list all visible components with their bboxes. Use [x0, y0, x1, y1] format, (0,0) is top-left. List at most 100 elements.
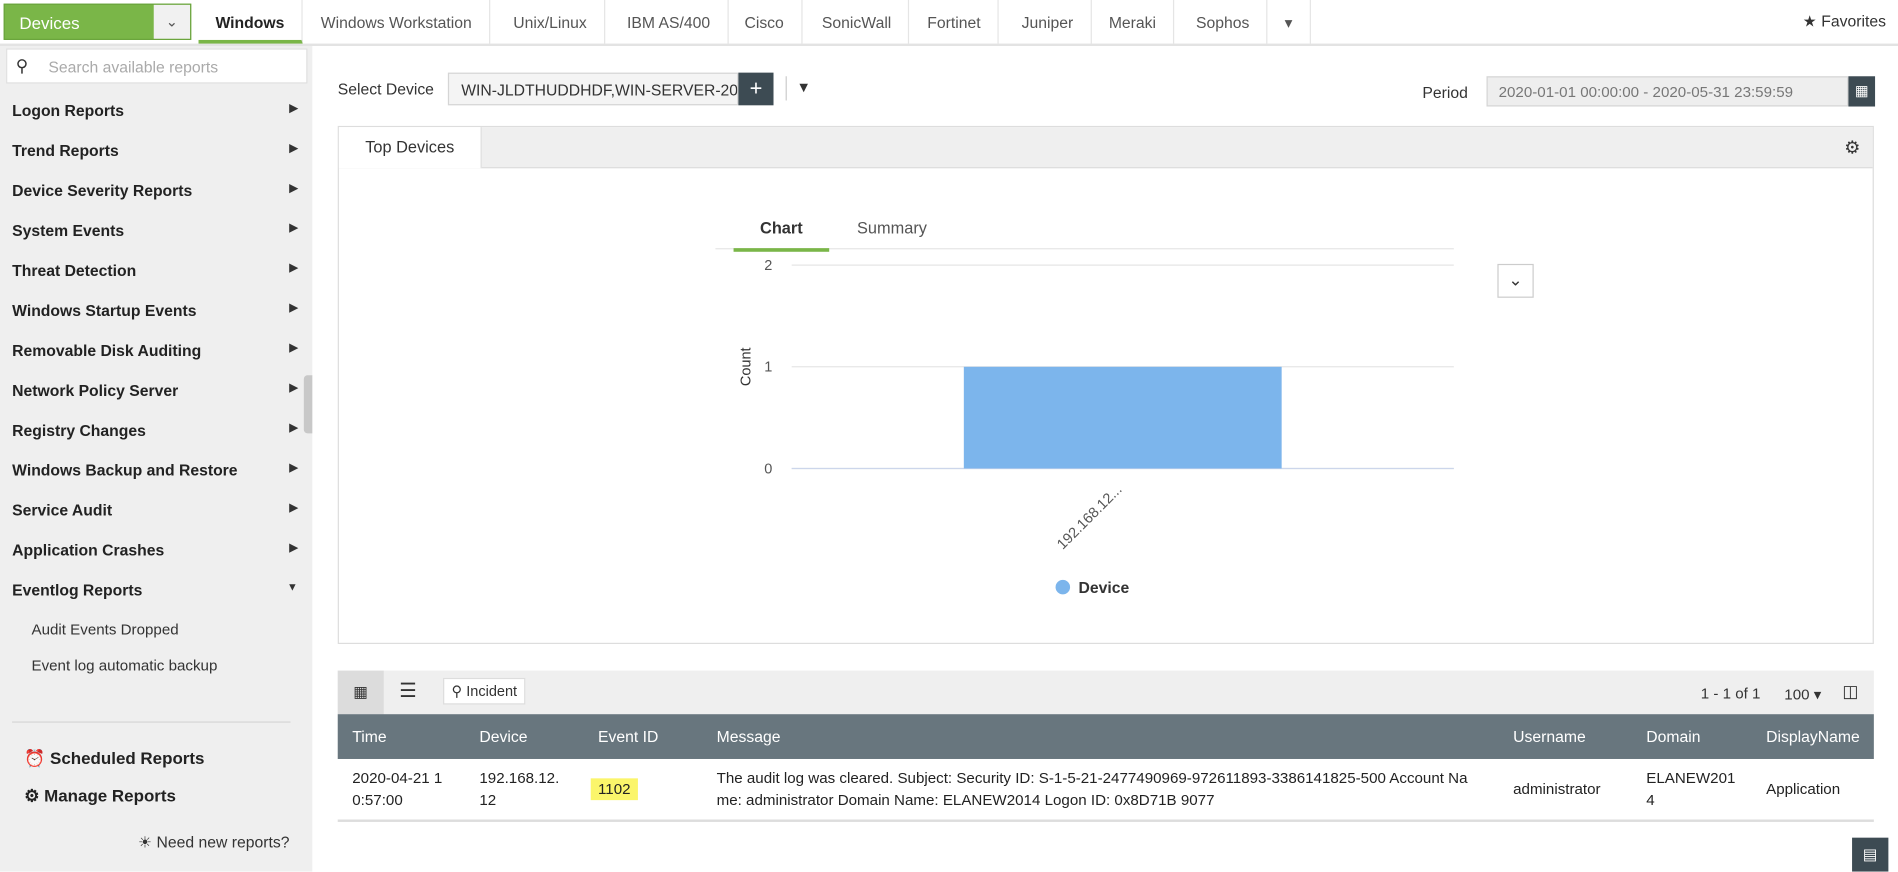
col-displayname[interactable]: DisplayName [1766, 727, 1860, 746]
scheduled-reports-label: Scheduled Reports [50, 748, 205, 768]
page-size-dropdown[interactable]: 100 ▾ [1784, 686, 1822, 704]
tab-cisco[interactable]: Cisco [728, 0, 802, 44]
sidebar-item-label: Service Audit [12, 501, 113, 520]
category-dropdown[interactable]: Devices ⌄ [3, 3, 192, 40]
legend-marker [1055, 579, 1071, 595]
legend-label: Device [1079, 580, 1130, 597]
sidebar-item-label: Windows Backup and Restore [12, 461, 238, 480]
cell-domain: ELANEW201 4 [1646, 769, 1736, 809]
sidebar-item-label: Network Policy Server [12, 381, 179, 400]
search-icon: ⚲ [15, 55, 29, 76]
gear-icon[interactable]: ⚙ [1844, 137, 1861, 159]
star-icon: ★ [1802, 12, 1817, 31]
incident-label: Incident [466, 682, 518, 700]
caret-right-icon: ▶ [289, 101, 298, 114]
sidebar-item-label: Removable Disk Auditing [12, 341, 202, 360]
cell-event-id: 1102 [590, 778, 638, 801]
sidebar-item-system-events[interactable]: System Events ▶ [12, 222, 298, 240]
cell-time: 2020-04-21 1 0:57:00 [352, 769, 443, 809]
need-new-reports-link[interactable]: ☀ Need new reports? [138, 833, 289, 852]
col-device[interactable]: Device [479, 727, 528, 746]
list-view-icon[interactable]: ☰ [399, 681, 417, 703]
sidebar-item-label: System Events [12, 221, 125, 240]
select-device-label: Select Device [337, 79, 434, 99]
chart-options-dropdown[interactable]: ⌄ [1497, 263, 1534, 298]
table-toolbar [337, 670, 1874, 715]
sidebar-item-label: Trend Reports [12, 141, 119, 160]
period-input[interactable]: 2020-01-01 00:00:00 - 2020-05-31 23:59:5… [1486, 76, 1849, 107]
sidebar-subitem-audit-events-dropped[interactable]: Audit Events Dropped [31, 620, 179, 638]
tab-fortinet[interactable]: Fortinet [910, 0, 999, 44]
col-message[interactable]: Message [716, 727, 781, 746]
caret-right-icon: ▶ [289, 461, 298, 474]
y-tick-label: 2 [764, 258, 772, 274]
col-username[interactable]: Username [1513, 727, 1586, 746]
sidebar-subitem-event-log-backup[interactable]: Event log automatic backup [31, 657, 218, 675]
search-input[interactable]: ⚲ Search available reports [6, 48, 308, 84]
chat-icon[interactable]: ▤ [1852, 837, 1889, 872]
sidebar-item-label: Logon Reports [12, 101, 125, 120]
period-label: Period [1422, 83, 1468, 102]
pagination-info: 1 - 1 of 1 [1700, 685, 1761, 703]
caret-right-icon: ▶ [289, 341, 298, 354]
sidebar-item-trend-reports[interactable]: Trend Reports ▶ [12, 142, 298, 160]
tab-unix-linux[interactable]: Unix/Linux [496, 0, 605, 44]
search-placeholder: Search available reports [48, 58, 219, 77]
manage-reports-link[interactable]: ⚙ Manage Reports [24, 785, 176, 805]
tab-chart[interactable]: Chart [733, 219, 830, 252]
tab-sonicwall[interactable]: SonicWall [805, 0, 910, 44]
sidebar-collapse-handle[interactable] [303, 375, 313, 434]
tab-ibm[interactable]: IBM AS/400 [610, 0, 729, 44]
table-header: Time Device Event ID Message Username Do… [337, 714, 1874, 759]
col-time[interactable]: Time [352, 727, 387, 746]
filter-icon[interactable]: ▼ [796, 78, 811, 96]
col-domain[interactable]: Domain [1646, 727, 1701, 746]
caret-right-icon: ▶ [289, 221, 298, 234]
table-row[interactable]: 2020-04-21 1 0:57:00 192.168.12. 12 1102… [337, 759, 1874, 822]
sidebar-item-application-crashes[interactable]: Application Crashes ▶ [12, 541, 298, 559]
x-tick-label: 192.168.12... [1054, 482, 1125, 553]
sidebar-item-threat-detection[interactable]: Threat Detection ▶ [12, 261, 298, 279]
column-settings-icon[interactable]: ◫ [1842, 681, 1859, 701]
calendar-icon[interactable]: ▦ [1848, 76, 1876, 107]
sidebar-item-logon-reports[interactable]: Logon Reports ▶ [12, 102, 298, 120]
tab-windows[interactable]: Windows [198, 0, 303, 44]
manage-reports-label: Manage Reports [44, 785, 176, 805]
caret-right-icon: ▶ [289, 301, 298, 314]
tab-meraki[interactable]: Meraki [1092, 0, 1175, 44]
sidebar-item-removable-disk-auditing[interactable]: Removable Disk Auditing ▶ [12, 341, 298, 359]
more-tabs-button[interactable]: ▾ [1267, 0, 1311, 44]
sidebar-item-registry-changes[interactable]: Registry Changes ▶ [12, 421, 298, 439]
divider [12, 721, 291, 723]
sidebar-item-eventlog-reports[interactable]: Eventlog Reports ▼ [12, 581, 298, 599]
tab-windows-workstation[interactable]: Windows Workstation [304, 0, 490, 44]
sidebar-item-label: Device Severity Reports [12, 181, 193, 200]
tab-top-devices[interactable]: Top Devices [338, 127, 482, 169]
sidebar-item-network-policy-server[interactable]: Network Policy Server ▶ [12, 381, 298, 399]
y-tick-label: 0 [764, 461, 772, 477]
add-device-button[interactable]: + [738, 72, 774, 106]
y-tick-label: 1 [764, 360, 772, 376]
tab-juniper[interactable]: Juniper [1005, 0, 1092, 44]
y-axis-title: Count [739, 347, 755, 386]
incident-button[interactable]: ⚲ Incident [443, 677, 526, 705]
scheduled-reports-link[interactable]: ⏰ Scheduled Reports [24, 748, 205, 768]
sidebar-item-service-audit[interactable]: Service Audit ▶ [12, 501, 298, 519]
sidebar-item-windows-backup-and-restore[interactable]: Windows Backup and Restore ▶ [12, 461, 298, 479]
tab-sophos[interactable]: Sophos [1179, 0, 1268, 44]
col-event-id[interactable]: Event ID [597, 727, 659, 746]
sidebar-item-device-severity-reports[interactable]: Device Severity Reports ▶ [12, 182, 298, 200]
sidebar-item-label: Application Crashes [12, 541, 165, 560]
sidebar-item-windows-startup-events[interactable]: Windows Startup Events ▶ [12, 301, 298, 319]
grid-view-icon[interactable]: ▦ [337, 670, 384, 715]
favorites-button[interactable]: ★ Favorites [1803, 12, 1886, 31]
device-input[interactable]: WIN-JLDTHUDDHDF,WIN-SERVER-2012 [461, 81, 739, 100]
category-label: Devices [19, 13, 80, 33]
caret-right-icon: ▶ [289, 141, 298, 154]
cell-username: administrator [1513, 780, 1601, 798]
bar-chart: 0 1 2 192.168.12... Count Device [739, 258, 1454, 597]
divider [715, 248, 1454, 250]
sidebar [0, 45, 313, 872]
tab-summary[interactable]: Summary [857, 219, 927, 238]
page-size-value: 100 [1784, 686, 1810, 704]
